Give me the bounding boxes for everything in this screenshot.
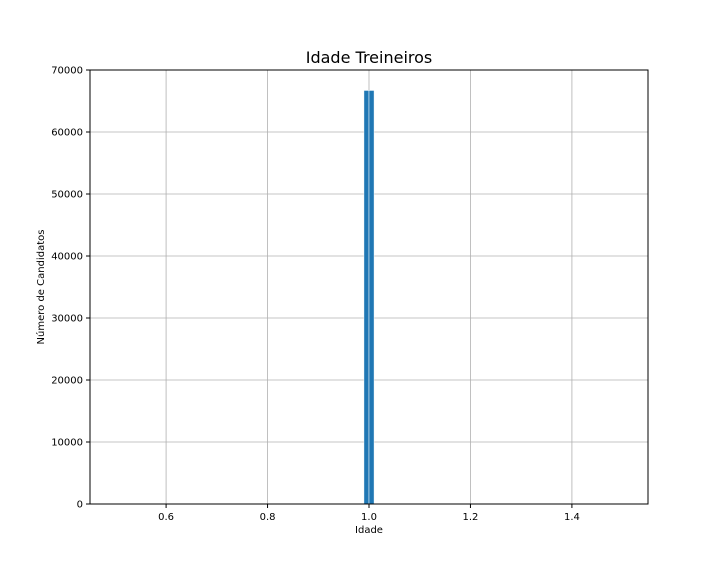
y-tick-label: 30000: [51, 314, 83, 325]
y-tick-label: 40000: [51, 252, 83, 263]
x-axis-ticks: 0.6 0.8 1.0 1.2 1.4: [158, 504, 580, 523]
y-tick-label: 10000: [51, 438, 83, 449]
y-tick-label: 50000: [51, 190, 83, 201]
x-tick-label: 1.4: [564, 512, 580, 523]
histogram-bar: [368, 90, 375, 505]
x-tick-label: 1.0: [361, 512, 377, 523]
x-tick-label: 0.8: [260, 512, 276, 523]
x-axis-label: Idade: [355, 525, 383, 536]
y-tick-label: 70000: [51, 66, 83, 77]
histogram-bars: [363, 90, 375, 505]
y-tick-label: 60000: [51, 128, 83, 139]
x-tick-label: 0.6: [158, 512, 174, 523]
y-axis-ticks: 0 10000 20000 30000 40000 50000 60000 70000: [51, 66, 90, 511]
chart-title: Idade Treineiros: [306, 48, 432, 67]
y-axis-label: Número de Candidatos: [35, 230, 47, 345]
x-tick-label: 1.2: [463, 512, 479, 523]
histogram-bar: [363, 90, 370, 505]
y-tick-label: 0: [77, 500, 83, 511]
y-tick-label: 20000: [51, 376, 83, 387]
